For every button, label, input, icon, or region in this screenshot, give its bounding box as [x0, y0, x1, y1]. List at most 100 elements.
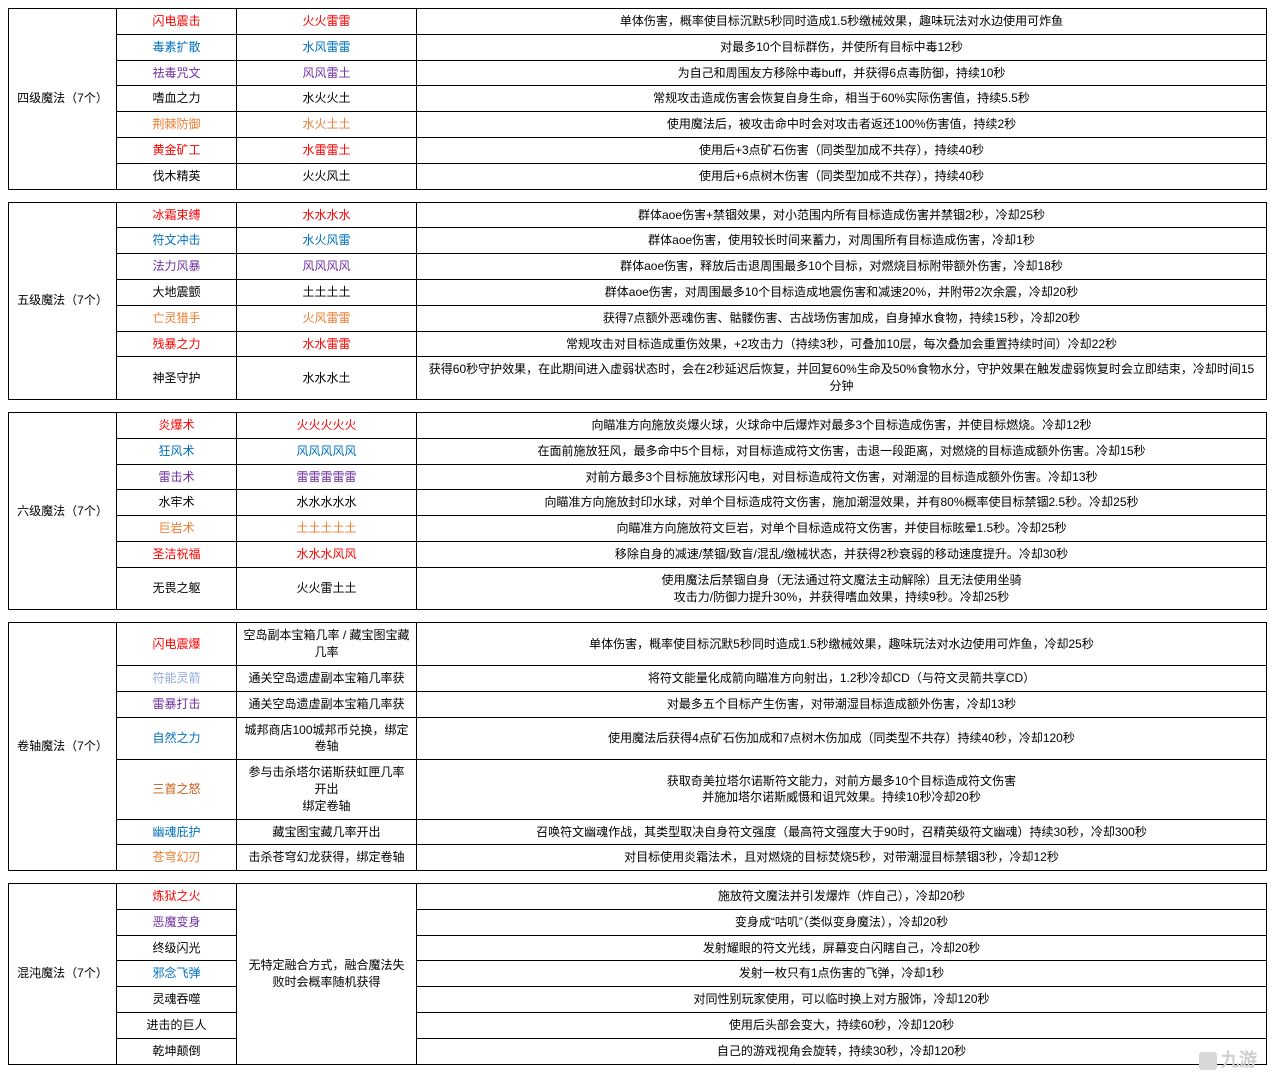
table-row: 巨岩术土土土土土向瞄准方向施放符文巨岩，对单个目标造成符文伤害，并使目标眩晕1.… [9, 516, 1267, 542]
spell-combo: 空岛副本宝箱几率 / 藏宝图宝藏几率 [237, 623, 417, 666]
table-row: 四级魔法（7个）闪电震击火火雷雷单体伤害，概率使目标沉默5秒同时造成1.5秒缴械… [9, 9, 1267, 35]
spell-desc: 群体aoe伤害+禁锢效果，对小范围内所有目标造成伤害并禁锢2秒，冷却25秒 [417, 202, 1267, 228]
spell-combo: 通关空岛遗虚副本宝箱几率获 [237, 691, 417, 717]
spell-combo: 风风风风风 [237, 438, 417, 464]
spell-desc: 获得60秒守护效果，在此期间进入虚弱状态时，会在2秒延迟后恢复，并回复60%生命… [417, 357, 1267, 400]
spell-name: 终级闪光 [117, 935, 237, 961]
table-row: 卷轴魔法（7个）闪电震爆空岛副本宝箱几率 / 藏宝图宝藏几率单体伤害，概率使目标… [9, 623, 1267, 666]
spell-combo: 水水水水水 [237, 490, 417, 516]
spell-combo: 水水水风风 [237, 541, 417, 567]
table-row: 乾坤颠倒 自己的游戏视角会旋转，持续30秒，冷却120秒 [9, 1038, 1267, 1064]
spell-combo: 火火雷土土 [237, 567, 417, 610]
magic-group-table: 六级魔法（7个）炎爆术火火火火火向瞄准方向施放炎爆火球，火球命中后爆炸对最多3个… [8, 412, 1267, 610]
table-row: 五级魔法（7个）冰霜束缚水水水水群体aoe伤害+禁锢效果，对小范围内所有目标造成… [9, 202, 1267, 228]
spell-name: 祛毒咒文 [117, 60, 237, 86]
group-title: 四级魔法（7个） [9, 9, 117, 190]
group-title: 六级魔法（7个） [9, 412, 117, 609]
spell-desc: 将符文能量化成箭向瞄准方向射出，1.2秒冷却CD（与符文灵箭共享CD） [417, 665, 1267, 691]
table-row: 大地震颤土土土土群体aoe伤害，对周围最多10个目标造成地震伤害和减速20%，并… [9, 279, 1267, 305]
table-row: 雷暴打击通关空岛遗虚副本宝箱几率获对最多五个目标产生伤害，对带潮湿目标造成额外伤… [9, 691, 1267, 717]
spell-desc: 获取奇美拉塔尔诺斯符文能力，对前方最多10个目标造成符文伤害并施加塔尔诺斯威慑和… [417, 760, 1267, 819]
spell-desc: 使用后+6点树木伤害（同类型加成不共存），持续40秒 [417, 163, 1267, 189]
spell-combo: 参与击杀塔尔诺斯获虹匣几率开出绑定卷轴 [237, 760, 417, 819]
table-row: 水牢术水水水水水向瞄准方向施放封印水球，对单个目标造成符文伤害，施加潮湿效果，并… [9, 490, 1267, 516]
table-row: 亡灵猎手火风雷雷获得7点额外恶魂伤害、骷髅伤害、古战场伤害加成，自身掉水食物，持… [9, 305, 1267, 331]
spell-name: 自然之力 [117, 717, 237, 760]
spell-combo: 风风雷土 [237, 60, 417, 86]
table-row: 六级魔法（7个）炎爆术火火火火火向瞄准方向施放炎爆火球，火球命中后爆炸对最多3个… [9, 412, 1267, 438]
table-row: 圣洁祝福水水水风风移除自身的减速/禁锢/致盲/混乱/缴械状态，并获得2秒衰弱的移… [9, 541, 1267, 567]
spell-desc: 群体aoe伤害，使用较长时间来蓄力，对周围所有目标造成伤害，冷却1秒 [417, 228, 1267, 254]
spell-desc: 发射耀眼的符文光线，屏幕变白闪瞎自己，冷却20秒 [417, 935, 1267, 961]
spell-combo: 藏宝图宝藏几率开出 [237, 819, 417, 845]
spell-desc: 向瞄准方向施放炎爆火球，火球命中后爆炸对最多3个目标造成伤害，并使目标燃烧。冷却… [417, 412, 1267, 438]
spell-combo: 风风风风 [237, 254, 417, 280]
spell-name: 邪念飞弹 [117, 961, 237, 987]
table-row: 混沌魔法（7个）炼狱之火无特定融合方式，融合魔法失败时会概率随机获得施放符文魔法… [9, 884, 1267, 910]
spell-desc: 群体aoe伤害，释放后击退周围最多10个目标，对燃烧目标附带额外伤害，冷却18秒 [417, 254, 1267, 280]
table-row: 自然之力城邦商店100城邦币兑换，绑定卷轴使用魔法后获得4点矿石伤加成和7点树木… [9, 717, 1267, 760]
spell-name: 法力风暴 [117, 254, 237, 280]
spell-name: 伐木精英 [117, 163, 237, 189]
table-row: 神圣守护水水水土获得60秒守护效果，在此期间进入虚弱状态时，会在2秒延迟后恢复，… [9, 357, 1267, 400]
spell-name: 闪电震爆 [117, 623, 237, 666]
spell-desc: 使用魔法后获得4点矿石伤加成和7点树木伤加成（同类型不共存）持续40秒，冷却12… [417, 717, 1267, 760]
table-row: 祛毒咒文风风雷土为自己和周围友方移除中毒buff，并获得6点毒防御，持续10秒 [9, 60, 1267, 86]
spell-desc: 常规攻击对目标造成重伤效果，+2攻击力（持续3秒，可叠加10层，每次叠加会重置持… [417, 331, 1267, 357]
spell-name: 雷暴打击 [117, 691, 237, 717]
spell-desc: 施放符文魔法并引发爆炸（炸自己），冷却20秒 [417, 884, 1267, 910]
spell-name: 恶魔变身 [117, 909, 237, 935]
table-row: 苍穹幻刃击杀苍穹幻龙获得，绑定卷轴对目标使用炎霜法术，且对燃烧的目标焚烧5秒，对… [9, 845, 1267, 871]
spell-name: 冰霜束缚 [117, 202, 237, 228]
spell-name: 神圣守护 [117, 357, 237, 400]
spell-desc: 向瞄准方向施放封印水球，对单个目标造成符文伤害，施加潮湿效果，并有80%概率使目… [417, 490, 1267, 516]
spell-desc: 单体伤害，概率使目标沉默5秒同时造成1.5秒缴械效果，趣味玩法对水边使用可炸鱼 [417, 9, 1267, 35]
magic-group-table: 四级魔法（7个）闪电震击火火雷雷单体伤害，概率使目标沉默5秒同时造成1.5秒缴械… [8, 8, 1267, 190]
spell-name: 圣洁祝福 [117, 541, 237, 567]
spell-desc: 自己的游戏视角会旋转，持续30秒，冷却120秒 [417, 1038, 1267, 1064]
table-row: 无畏之躯火火雷土土使用魔法后禁锢自身（无法通过符文魔法主动解除）且无法使用坐骑攻… [9, 567, 1267, 610]
spell-name: 幽魂庇护 [117, 819, 237, 845]
group-title: 混沌魔法（7个） [9, 884, 117, 1065]
spell-name: 雷击术 [117, 464, 237, 490]
spell-name: 乾坤颠倒 [117, 1038, 237, 1064]
table-row: 雷击术雷雷雷雷雷对前方最多3个目标施放球形闪电，对目标造成符文伤害，对潮湿的目标… [9, 464, 1267, 490]
spell-name: 符文冲击 [117, 228, 237, 254]
spell-combo: 火火火火火 [237, 412, 417, 438]
spell-combo: 水风雷雷 [237, 34, 417, 60]
magic-group-table: 混沌魔法（7个）炼狱之火无特定融合方式，融合魔法失败时会概率随机获得施放符文魔法… [8, 883, 1267, 1065]
spell-desc: 使用后头部会变大，持续60秒，冷却120秒 [417, 1013, 1267, 1039]
table-row: 幽魂庇护藏宝图宝藏几率开出召唤符文幽魂作战，其类型取决自身符文强度（最高符文强度… [9, 819, 1267, 845]
spell-name: 残暴之力 [117, 331, 237, 357]
spell-combo: 水水水水 [237, 202, 417, 228]
table-row: 符能灵箭通关空岛遗虚副本宝箱几率获将符文能量化成箭向瞄准方向射出，1.2秒冷却C… [9, 665, 1267, 691]
spell-name: 水牢术 [117, 490, 237, 516]
spell-desc: 单体伤害，概率使目标沉默5秒同时造成1.5秒缴械效果，趣味玩法对水边使用可炸鱼，… [417, 623, 1267, 666]
spell-name: 荆棘防御 [117, 112, 237, 138]
spell-name: 嗜血之力 [117, 86, 237, 112]
spell-desc: 向瞄准方向施放符文巨岩，对单个目标造成符文伤害，并使目标眩晕1.5秒。冷却25秒 [417, 516, 1267, 542]
table-row: 残暴之力水水雷雷常规攻击对目标造成重伤效果，+2攻击力（持续3秒，可叠加10层，… [9, 331, 1267, 357]
spell-combo: 通关空岛遗虚副本宝箱几率获 [237, 665, 417, 691]
spell-desc: 在面前施放狂风，最多命中5个目标，对目标造成符文伤害，击退一段距离，对燃烧的目标… [417, 438, 1267, 464]
spell-desc: 对最多五个目标产生伤害，对带潮湿目标造成额外伤害，冷却13秒 [417, 691, 1267, 717]
table-row: 终级闪光 发射耀眼的符文光线，屏幕变白闪瞎自己，冷却20秒 [9, 935, 1267, 961]
spell-combo: 雷雷雷雷雷 [237, 464, 417, 490]
spell-desc: 移除自身的减速/禁锢/致盲/混乱/缴械状态，并获得2秒衰弱的移动速度提升。冷却3… [417, 541, 1267, 567]
table-row: 荆棘防御水火土土使用魔法后，被攻击命中时会对攻击者返还100%伤害值，持续2秒 [9, 112, 1267, 138]
spell-desc: 使用魔法后，被攻击命中时会对攻击者返还100%伤害值，持续2秒 [417, 112, 1267, 138]
table-row: 毒素扩散水风雷雷对最多10个目标群伤，并使所有目标中毒12秒 [9, 34, 1267, 60]
spell-combo: 火风雷雷 [237, 305, 417, 331]
spell-combo: 水雷雷土 [237, 137, 417, 163]
magic-group-table: 卷轴魔法（7个）闪电震爆空岛副本宝箱几率 / 藏宝图宝藏几率单体伤害，概率使目标… [8, 622, 1267, 871]
spell-name: 无畏之躯 [117, 567, 237, 610]
spell-combo: 水火火土 [237, 86, 417, 112]
spell-combo: 土土土土土 [237, 516, 417, 542]
spell-desc: 对最多10个目标群伤，并使所有目标中毒12秒 [417, 34, 1267, 60]
table-row: 伐木精英火火风土使用后+6点树木伤害（同类型加成不共存），持续40秒 [9, 163, 1267, 189]
spell-combo: 土土土土 [237, 279, 417, 305]
spell-desc: 召唤符文幽魂作战，其类型取决自身符文强度（最高符文强度大于90时，召精英级符文幽… [417, 819, 1267, 845]
spell-desc: 群体aoe伤害，对周围最多10个目标造成地震伤害和减速20%，并附带2次余震，冷… [417, 279, 1267, 305]
spell-name: 符能灵箭 [117, 665, 237, 691]
spell-combo-shared: 无特定融合方式，融合魔法失败时会概率随机获得 [237, 884, 417, 1065]
